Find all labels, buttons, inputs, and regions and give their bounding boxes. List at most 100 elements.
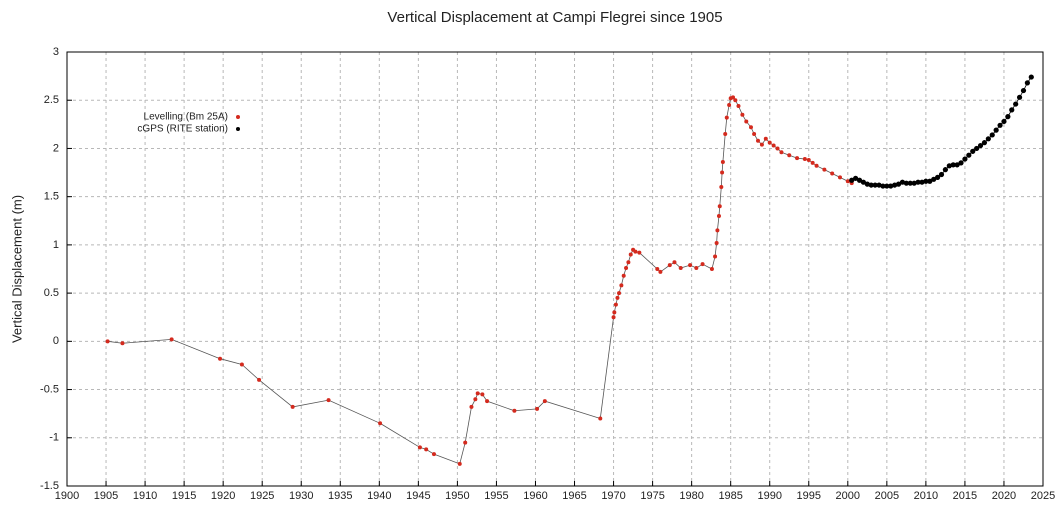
data-point [672,260,677,265]
y-tick-label: 3 [53,46,59,58]
data-point [802,157,807,162]
data-point [756,138,761,143]
data-point [667,263,672,268]
data-point [257,377,262,382]
x-tick-label: 2000 [836,490,860,502]
data-point [633,249,638,254]
data-point [872,182,878,188]
data-point [723,131,728,136]
y-tick-label: 2 [53,142,59,154]
data-point [218,356,223,361]
x-tick-label: 1970 [601,490,625,502]
data-point [775,146,780,151]
data-point [378,421,383,426]
data-point [120,341,125,346]
data-point [849,177,855,183]
data-point [463,440,468,445]
x-tick-label: 1985 [718,490,742,502]
x-tick-label: 1950 [445,490,469,502]
data-point [290,404,295,409]
data-point [740,112,745,117]
data-point [884,183,890,189]
x-tick-label: 2025 [1031,490,1055,502]
data-point [931,176,937,182]
data-point [617,291,622,296]
data-point [806,158,811,163]
data-point [779,150,784,155]
y-tick-label: -0.5 [40,383,59,395]
data-point [868,182,874,188]
data-point [1001,118,1007,125]
x-tick-label: 1940 [367,490,391,502]
data-point [814,163,819,168]
x-tick-label: 1945 [406,490,430,502]
data-point [810,160,815,165]
data-point [899,179,906,185]
x-tick-label: 1995 [797,490,821,502]
data-point [895,181,902,187]
data-point [736,104,741,109]
data-point [628,252,633,257]
legend-marker [236,115,240,119]
x-tick-label: 2010 [914,490,938,502]
data-point [950,162,956,168]
y-axis-label: Vertical Displacement (m) [9,195,24,343]
data-point [903,180,909,186]
data-point [624,266,629,271]
data-point [619,283,624,288]
data-point [417,445,422,450]
data-point [981,140,988,146]
data-point [615,295,620,300]
data-point [621,273,626,278]
data-point [759,142,764,147]
x-tick-label: 1960 [523,490,547,502]
data-point [927,178,933,184]
x-tick-label: 2015 [953,490,977,502]
chart-title: Vertical Displacement at Campi Flegrei s… [387,9,722,26]
data-point [748,125,753,130]
data-point [771,143,776,148]
data-point [485,399,490,404]
y-tick-label: 0.5 [44,287,59,299]
data-point [480,392,485,397]
x-tick-label: 2020 [992,490,1016,502]
data-point [989,132,995,138]
data-point [864,181,870,187]
data-point [512,408,517,413]
data-point [469,404,474,409]
data-point [717,204,722,209]
data-point [795,156,800,161]
data-point [727,103,732,108]
x-tick-label: 2005 [875,490,899,502]
data-point [911,180,917,186]
y-tick-label: 1.5 [44,191,59,203]
y-tick-label: -1 [49,432,59,444]
data-point [856,177,863,183]
x-tick-label: 1980 [679,490,703,502]
y-tick-label: 1 [53,239,59,251]
data-point [475,391,480,396]
data-point [1005,114,1011,120]
x-tick-label: 1975 [640,490,664,502]
data-point [598,416,603,421]
data-point [938,171,945,178]
data-point [720,170,725,175]
data-point [694,266,699,271]
data-point [239,362,244,367]
y-tick-label: 0 [53,335,59,347]
data-point [962,156,968,162]
data-point [977,142,984,149]
data-point [830,171,835,176]
data-point [658,269,663,274]
data-point [934,174,941,180]
data-point [993,127,999,133]
data-point [613,302,618,307]
x-tick-label: 1900 [55,490,79,502]
data-point [985,136,991,142]
data-point [105,339,110,344]
data-point [888,183,894,189]
x-tick-label: 1990 [757,490,781,502]
data-point [535,406,540,411]
data-point [457,461,462,466]
data-point [542,399,547,404]
